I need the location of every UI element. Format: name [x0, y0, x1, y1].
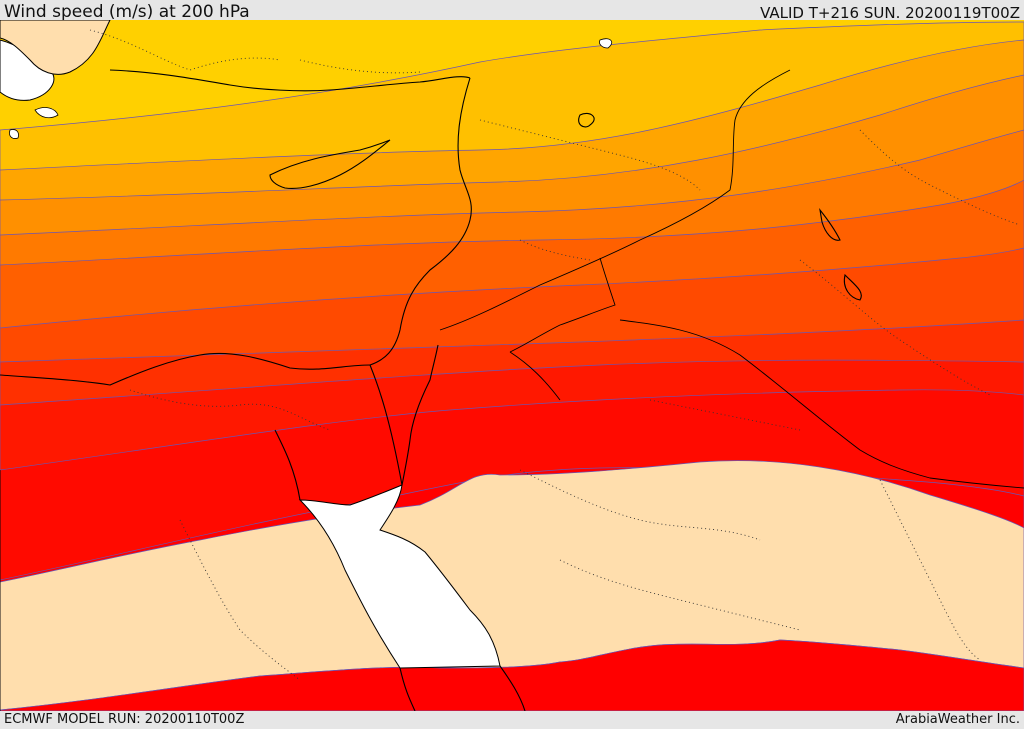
map-canvas [0, 20, 1024, 711]
header-bar: Wind speed (m/s) at 200 hPa VALID T+216 … [0, 0, 1024, 22]
wind-speed-map [0, 20, 1024, 711]
band-south [0, 639, 1024, 711]
coastlines [0, 69, 862, 711]
map-title: Wind speed (m/s) at 200 hPa [4, 2, 250, 22]
footer-bar: ECMWF MODEL RUN: 20200110T00Z ArabiaWeat… [0, 711, 1024, 729]
red-sea [298, 484, 501, 669]
model-run: ECMWF MODEL RUN: 20200110T00Z [4, 712, 245, 727]
anatolia-coast [0, 20, 111, 75]
credit: ArabiaWeather Inc. [895, 712, 1020, 727]
valid-time: VALID T+216 SUN. 20200119T00Z [760, 4, 1020, 22]
internal-boundaries [89, 29, 1021, 681]
islands [9, 38, 613, 139]
country-borders [0, 69, 1024, 711]
